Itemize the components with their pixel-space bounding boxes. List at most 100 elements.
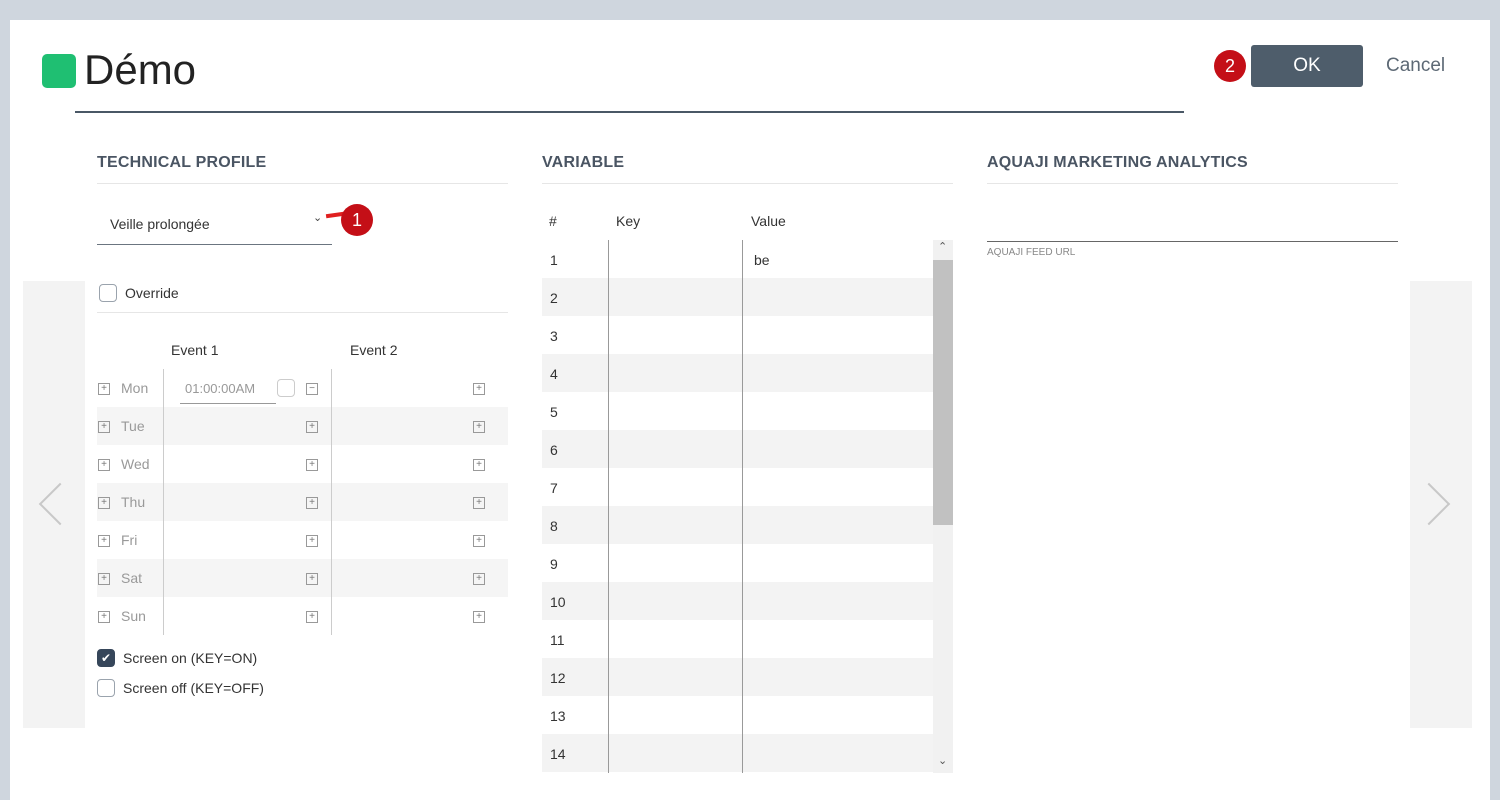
day-label: Wed [121,456,150,472]
scrollbar-thumb[interactable] [933,260,953,525]
day-label: Sat [121,570,143,586]
key-cell[interactable] [616,556,742,572]
row-number: 13 [550,708,566,724]
screen-on-label: Screen on (KEY=ON) [123,650,258,666]
add-event-1-icon[interactable]: + [306,535,318,547]
row-number: 1 [550,252,558,268]
schedule-row-mon: + Mon +01:00:00AM − [97,369,508,407]
add-day-icon[interactable]: + [98,573,110,585]
add-event-2-icon[interactable]: + [473,383,485,395]
scroll-up-icon[interactable]: ⌃ [938,241,948,253]
add-event-2-icon[interactable]: + [473,611,485,623]
variable-row: 4 [542,354,933,392]
color-swatch [42,54,76,88]
key-cell[interactable] [616,480,742,496]
value-cell[interactable] [754,708,924,724]
schedule-row-sun: + Sun + + [97,597,508,635]
schedule-row-thu: + Thu + + [97,483,508,521]
row-number: 10 [550,594,566,610]
add-event-1-icon[interactable]: + [306,421,318,433]
key-cell[interactable] [616,366,742,382]
add-event-2-icon[interactable]: + [473,535,485,547]
variable-row: 14 [542,734,933,772]
event-1-checkbox[interactable] [277,379,295,397]
value-cell[interactable] [754,404,924,420]
key-cell[interactable] [616,328,742,344]
page-title: Démo [84,46,197,93]
profile-select[interactable]: Veille prolongée ⌄ [97,205,332,245]
add-event-2-icon[interactable]: + [473,421,485,433]
schedule-row-sat: + Sat + + [97,559,508,597]
chevron-right-icon [1407,482,1451,526]
key-cell[interactable] [616,442,742,458]
value-cell[interactable] [754,290,924,306]
col-divider [742,240,743,773]
row-number: 9 [550,556,558,572]
add-event-2-icon[interactable]: + [473,459,485,471]
col-divider [608,240,609,773]
value-cell[interactable] [754,328,924,344]
key-cell[interactable] [616,632,742,648]
variable-row: 1 be [542,240,933,278]
row-number: 6 [550,442,558,458]
add-event-1-icon[interactable]: + [306,497,318,509]
row-number: 12 [550,670,566,686]
step-badge-1: 1 [341,204,373,236]
add-event-2-icon[interactable]: + [473,497,485,509]
variable-row: 6 [542,430,933,468]
value-cell[interactable] [754,480,924,496]
value-cell[interactable] [754,518,924,534]
override-label: Override [125,285,179,301]
add-day-icon[interactable]: + [98,459,110,471]
key-cell[interactable] [616,708,742,724]
event-1-time-input[interactable]: 01:00:00AM [180,377,276,404]
next-button[interactable] [1407,281,1472,728]
cancel-button[interactable]: Cancel [1386,55,1446,76]
screen-off-checkbox[interactable] [97,679,115,697]
remove-event-icon[interactable]: − [306,383,318,395]
key-cell[interactable] [616,594,742,610]
row-number: 14 [550,746,566,762]
row-number: 11 [550,632,565,648]
key-cell[interactable] [616,746,742,762]
value-cell[interactable] [754,442,924,458]
add-day-icon[interactable]: + [98,383,110,395]
add-event-1-icon[interactable]: + [306,611,318,623]
row-number: 3 [550,328,558,344]
scrollbar[interactable]: ⌃ ⌄ [933,240,953,773]
key-cell[interactable] [616,670,742,686]
screen-on-checkbox[interactable]: ✔ [97,649,115,667]
analytics-heading: AQUAJI MARKETING ANALYTICS [987,154,1248,171]
key-cell[interactable] [616,252,742,268]
add-day-icon[interactable]: + [98,497,110,509]
title-divider [75,111,1184,113]
key-cell[interactable] [616,404,742,420]
value-cell[interactable]: be [754,252,770,268]
value-cell[interactable] [754,670,924,686]
value-cell[interactable] [754,632,924,648]
variable-row: 9 [542,544,933,582]
feed-url-input[interactable] [987,205,1398,242]
col-number-header: # [549,213,557,229]
add-day-icon[interactable]: + [98,421,110,433]
value-cell[interactable] [754,366,924,382]
add-event-1-icon[interactable]: + [306,459,318,471]
value-cell[interactable] [754,746,924,762]
profile-select-value: Veille prolongée [110,216,210,232]
scroll-down-icon[interactable]: ⌄ [938,755,948,767]
row-number: 2 [550,290,558,306]
day-label: Tue [121,418,145,434]
step-badge-2: 2 [1214,50,1246,82]
value-cell[interactable] [754,594,924,610]
variable-row: 8 [542,506,933,544]
add-day-icon[interactable]: + [98,611,110,623]
key-cell[interactable] [616,290,742,306]
add-event-2-icon[interactable]: + [473,573,485,585]
key-cell[interactable] [616,518,742,534]
add-event-1-icon[interactable]: + [306,573,318,585]
override-checkbox[interactable] [99,284,117,302]
prev-button[interactable] [23,281,85,728]
ok-button[interactable]: OK [1251,45,1363,87]
add-day-icon[interactable]: + [98,535,110,547]
value-cell[interactable] [754,556,924,572]
